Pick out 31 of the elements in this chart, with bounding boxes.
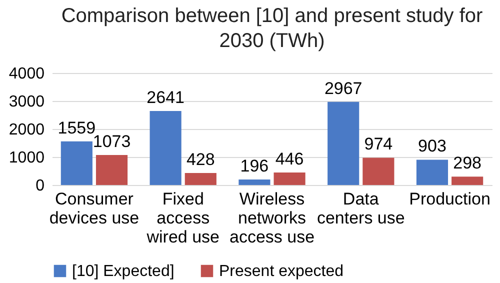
bar — [362, 158, 394, 185]
bar — [60, 141, 92, 185]
bar — [416, 160, 448, 185]
x-tick-label: Production — [409, 190, 490, 208]
legend-label: [10] Expected] — [72, 263, 174, 280]
x-tick-label: Fixed access wired use — [146, 190, 220, 246]
legend-label: Present expected — [219, 263, 344, 280]
data-label: 446 — [275, 150, 304, 169]
bar — [238, 180, 270, 185]
data-label: 974 — [364, 134, 393, 154]
y-tick-label: 3000 — [8, 94, 45, 110]
x-tick-label: Wireless networks access use — [229, 190, 315, 246]
x-tick-label: Consumer devices use — [49, 190, 140, 228]
bar — [96, 154, 128, 185]
data-label: 196 — [240, 156, 269, 176]
bar — [150, 111, 182, 185]
y-tick-label: 1000 — [8, 150, 45, 166]
bar — [274, 172, 306, 185]
data-label: 2967 — [324, 78, 362, 98]
data-label: 428 — [186, 150, 215, 170]
bar — [452, 176, 484, 185]
y-tick-label: 0 — [36, 178, 45, 194]
x-tick-label: Data centers use — [316, 190, 405, 228]
bar — [328, 102, 360, 185]
bar — [184, 173, 216, 185]
data-label: 298 — [453, 154, 482, 173]
y-tick-label: 2000 — [8, 122, 45, 138]
chart-title: Comparison between [10] and present study for 2030 (TWh) — [61, 5, 484, 52]
data-label: 2641 — [146, 88, 184, 108]
data-label: 903 — [418, 136, 446, 156]
y-tick-label: 4000 — [8, 66, 45, 82]
